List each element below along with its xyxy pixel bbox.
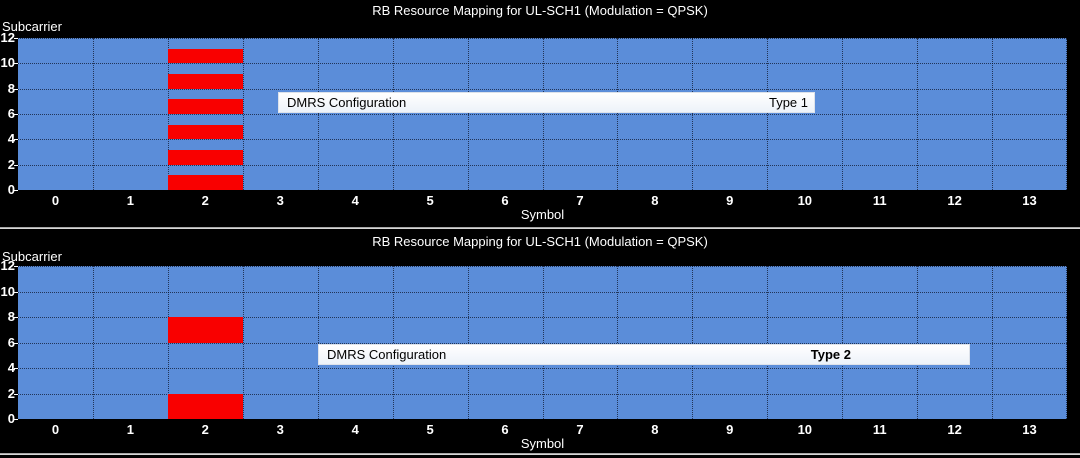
dmrs-block bbox=[167, 48, 243, 64]
plot-title: RB Resource Mapping for UL-SCH1 (Modulat… bbox=[372, 234, 708, 249]
x-tick-label: 10 bbox=[797, 422, 813, 437]
gridline bbox=[18, 393, 1067, 395]
y-tick-label: 10 bbox=[0, 283, 15, 299]
x-tick-label: 1 bbox=[126, 193, 134, 208]
dmrs-block bbox=[167, 393, 243, 419]
x-tick-label: 7 bbox=[576, 193, 584, 208]
y-tick-mark bbox=[14, 266, 18, 267]
y-tick-mark bbox=[14, 291, 18, 293]
y-tick-label: 12 bbox=[0, 30, 15, 45]
gridline bbox=[18, 164, 1067, 166]
x-tick-label: 13 bbox=[1022, 193, 1037, 208]
x-tick-label: 11 bbox=[872, 193, 887, 208]
plot-separator bbox=[0, 227, 1080, 229]
gridline bbox=[18, 342, 1067, 344]
y-tick-mark bbox=[14, 419, 18, 420]
y-tick-label: 2 bbox=[7, 385, 15, 401]
x-tick-label: 2 bbox=[201, 422, 209, 437]
dmrs-configuration-row[interactable]: DMRS Configuration Type 2 bbox=[318, 344, 970, 365]
x-tick-label: 8 bbox=[651, 193, 659, 208]
dmrs-configuration-label: DMRS Configuration bbox=[287, 95, 407, 110]
y-tick-mark bbox=[14, 368, 18, 369]
x-axis-label: Symbol bbox=[520, 436, 565, 451]
y-tick-mark bbox=[14, 139, 18, 141]
dmrs-block bbox=[167, 150, 243, 165]
x-tick-label: 6 bbox=[501, 422, 509, 437]
x-tick-label: 11 bbox=[872, 422, 887, 437]
x-tick-label: 9 bbox=[726, 422, 734, 437]
y-tick-mark bbox=[14, 317, 18, 318]
x-tick-label: 0 bbox=[51, 422, 60, 437]
y-tick-label: 4 bbox=[7, 131, 15, 147]
x-tick-label: 3 bbox=[276, 422, 284, 437]
y-tick-label: 4 bbox=[7, 360, 15, 375]
x-tick-label: 13 bbox=[1022, 422, 1037, 437]
y-axis-label: Subcarrier bbox=[2, 249, 62, 264]
y-tick-label: 10 bbox=[0, 55, 15, 71]
y-tick-label: 2 bbox=[7, 156, 15, 172]
dmrs-configuration-row[interactable]: DMRS Configuration Type 1 bbox=[278, 92, 815, 113]
plot-area bbox=[18, 266, 1067, 419]
gridline bbox=[18, 317, 1067, 318]
dmrs-configuration-value: Type 2 bbox=[810, 347, 851, 362]
gridline bbox=[18, 291, 1067, 293]
x-tick-label: 12 bbox=[947, 422, 962, 437]
dmrs-configuration-value: Type 1 bbox=[768, 95, 808, 110]
dmrs-configuration-label: DMRS Configuration bbox=[327, 347, 447, 362]
y-tick-label: 12 bbox=[0, 258, 15, 273]
x-tick-label: 12 bbox=[947, 193, 962, 208]
gridline bbox=[18, 139, 1067, 141]
gridline bbox=[18, 114, 1067, 115]
y-tick-mark bbox=[14, 393, 18, 395]
x-tick-label: 5 bbox=[426, 422, 434, 437]
y-tick-label: 0 bbox=[7, 182, 15, 197]
x-tick-label: 10 bbox=[797, 193, 813, 208]
x-tick-label: 9 bbox=[726, 193, 734, 208]
x-tick-label: 4 bbox=[351, 422, 359, 437]
y-tick-mark bbox=[14, 190, 18, 191]
x-axis-label: Symbol bbox=[520, 207, 565, 222]
y-tick-mark bbox=[14, 342, 18, 344]
gridline bbox=[18, 88, 1067, 90]
y-axis-label: Subcarrier bbox=[2, 19, 62, 34]
y-tick-label: 6 bbox=[7, 334, 15, 350]
plot-title: RB Resource Mapping for UL-SCH1 (Modulat… bbox=[372, 3, 708, 18]
panel-bottom-edge bbox=[0, 453, 1080, 455]
plot-area bbox=[18, 38, 1067, 190]
y-tick-label: 8 bbox=[7, 309, 15, 324]
y-tick-label: 6 bbox=[7, 106, 15, 121]
gridline bbox=[18, 63, 1067, 65]
x-tick-label: 3 bbox=[276, 193, 284, 208]
subplot-dmrs-type2: RB Resource Mapping for UL-SCH1 (Modulat… bbox=[0, 230, 1080, 456]
dmrs-block bbox=[167, 124, 243, 140]
y-tick-label: 0 bbox=[7, 411, 15, 426]
dmrs-block bbox=[167, 175, 243, 190]
x-tick-label: 6 bbox=[501, 193, 509, 208]
dmrs-block bbox=[167, 74, 243, 89]
x-tick-label: 0 bbox=[51, 193, 60, 208]
x-tick-label: 7 bbox=[576, 422, 584, 437]
x-tick-label: 4 bbox=[351, 193, 359, 208]
x-tick-label: 5 bbox=[426, 193, 434, 208]
y-tick-label: 8 bbox=[7, 80, 15, 96]
y-tick-mark bbox=[14, 164, 18, 166]
x-tick-label: 1 bbox=[126, 422, 134, 437]
dmrs-block bbox=[167, 99, 243, 114]
y-tick-mark bbox=[14, 114, 18, 115]
y-tick-mark bbox=[14, 38, 18, 39]
gridline bbox=[18, 368, 1067, 369]
x-tick-label: 2 bbox=[201, 193, 209, 208]
dmrs-block bbox=[167, 317, 243, 343]
x-tick-label: 8 bbox=[651, 422, 659, 437]
y-tick-mark bbox=[14, 88, 18, 90]
y-tick-mark bbox=[14, 63, 18, 65]
subplot-dmrs-type1: RB Resource Mapping for UL-SCH1 (Modulat… bbox=[0, 0, 1080, 228]
